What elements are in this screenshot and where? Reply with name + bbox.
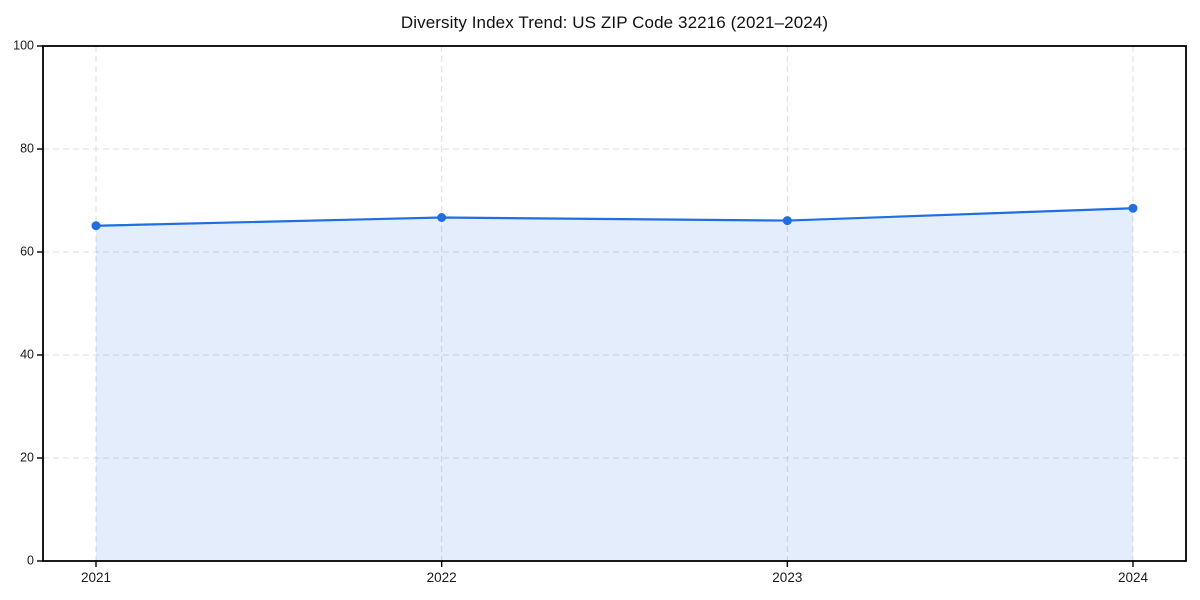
y-tick-label: 0 bbox=[27, 553, 34, 567]
plot-border bbox=[42, 45, 1187, 562]
y-tick-label: 80 bbox=[20, 141, 34, 155]
y-tick-label: 20 bbox=[20, 450, 34, 464]
data-point bbox=[91, 221, 101, 231]
x-tick-label: 2024 bbox=[1118, 570, 1149, 585]
series-line bbox=[94, 207, 1135, 227]
x-tick-label: 2021 bbox=[81, 570, 111, 585]
y-tick-label: 40 bbox=[20, 347, 34, 361]
x-tick-label: 2022 bbox=[427, 570, 457, 585]
data-points bbox=[91, 203, 1138, 231]
area-fill bbox=[96, 208, 1133, 561]
y-tick-label: 60 bbox=[20, 244, 34, 258]
x-tick-label: 2023 bbox=[772, 570, 802, 585]
chart-title: Diversity Index Trend: US ZIP Code 32216… bbox=[400, 13, 829, 32]
y-axis: 0 20 40 60 80 100 bbox=[13, 38, 43, 567]
y-tick-label: 100 bbox=[13, 38, 34, 52]
data-point bbox=[1128, 203, 1138, 213]
data-point bbox=[437, 212, 447, 222]
x-axis: 2021 2022 2023 2024 bbox=[81, 561, 1149, 585]
data-point bbox=[782, 216, 792, 226]
grid-vertical bbox=[95, 46, 1134, 561]
